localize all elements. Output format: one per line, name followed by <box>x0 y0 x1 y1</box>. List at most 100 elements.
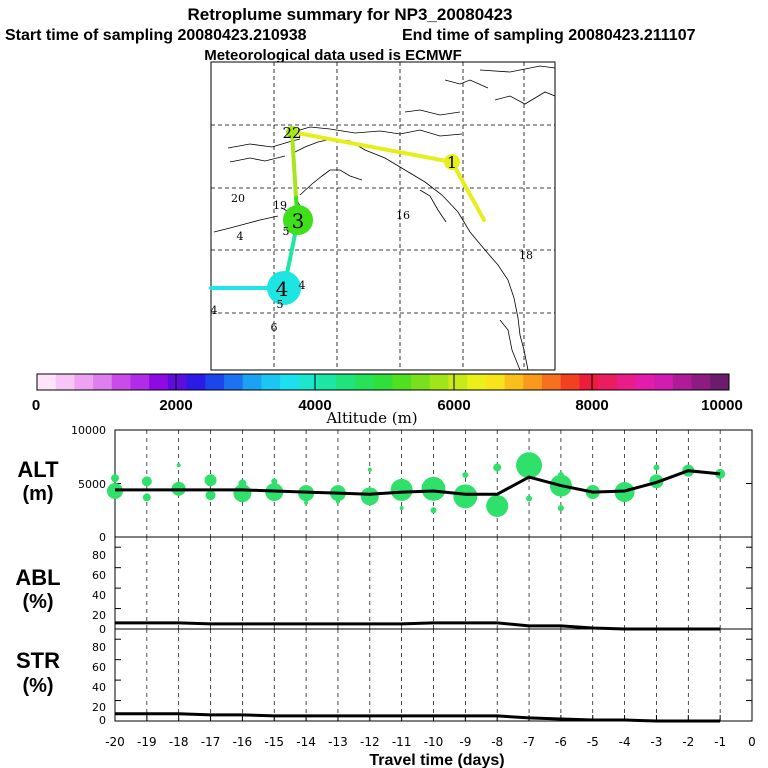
colorbar-tick: 8000 <box>575 397 608 414</box>
alt-plume-bubble <box>715 468 726 479</box>
str-ytick: 20 <box>92 701 106 714</box>
x-tick-label: -2 <box>682 735 694 749</box>
colorbar-tick: 0 <box>32 397 40 414</box>
colorbar-cell <box>579 374 599 390</box>
x-tick-label: -15 <box>264 735 284 749</box>
abl-series-line <box>115 621 721 631</box>
alt-panel-unit: (m) <box>22 483 53 505</box>
alt-plume-bubble <box>493 463 502 472</box>
colorbar-cell <box>317 374 337 390</box>
alt-plume-bubble <box>205 490 216 501</box>
alt-plume-bubble <box>238 479 247 488</box>
colorbar-cell <box>298 374 319 390</box>
colorbar-cell <box>186 374 206 390</box>
track-marker-day1 <box>444 154 460 170</box>
x-tick-label: -5 <box>587 735 599 749</box>
colorbar-unit-label: Altitude (m) <box>325 409 417 427</box>
y-tick-labels: 10000 5000 0 80 60 40 20 0 80 60 40 20 0 <box>71 424 106 727</box>
colorbar-cell <box>710 374 730 390</box>
map-gridlines <box>211 62 555 370</box>
colorbar-cell <box>373 374 393 390</box>
colorbar-cell <box>280 374 300 390</box>
str-panel-label: STR <box>16 648 60 673</box>
abl-ytick: 0 <box>99 623 106 636</box>
colorbar-cell <box>392 374 412 390</box>
x-tick-label: -12 <box>360 735 380 749</box>
colorbar-cell <box>691 374 711 390</box>
x-axis-label: Travel time (days) <box>369 752 504 768</box>
alt-plume-bubble <box>516 452 543 479</box>
map-frame <box>210 61 556 371</box>
alt-plume-bubble <box>430 507 437 514</box>
x-tick-labels: -20 -19 -18 -17 -16 -15 -14 -13 -12 -11 -10 -9 -8 -7-… <box>105 715 756 749</box>
colorbar-cell <box>485 374 506 390</box>
colorbar-cell <box>411 374 431 390</box>
colorbar-cell <box>448 374 468 390</box>
str-series-line <box>115 712 721 723</box>
day-label: 4 <box>276 277 289 301</box>
x-tick-label: -17 <box>201 735 221 749</box>
alt-plume-bubble <box>399 506 404 511</box>
x-tick-label: -13 <box>328 735 348 749</box>
x-tick-label: -8 <box>491 735 503 749</box>
x-tick-label: -4 <box>619 735 631 749</box>
colorbar-cell <box>504 374 524 390</box>
alt-plume-bubble <box>142 493 151 502</box>
colorbar-cell <box>616 374 636 390</box>
day-label: 16 <box>396 209 410 222</box>
x-tick-label: -19 <box>137 735 157 749</box>
colorbar-cell <box>55 374 75 390</box>
str-ytick: 40 <box>92 681 106 694</box>
time-series-plots: -20 -19 -18 -17 -16 -15 -14 -13 -12 -11 -10 -9 -8 -7-… <box>105 429 756 749</box>
chart-title: Retroplume summary for NP3_20080423 <box>187 5 512 24</box>
colorbar-cell <box>130 374 150 390</box>
x-tick-label: -11 <box>392 735 412 749</box>
day-label: 4 <box>211 304 218 317</box>
alt-plume-bubble <box>462 471 469 478</box>
alt-plume-bubble <box>486 494 509 517</box>
x-tick-label: -7 <box>523 735 535 749</box>
x-tick-label: -20 <box>105 735 125 749</box>
str-panel-unit: (%) <box>22 675 53 697</box>
alt-plume-bubble <box>557 471 564 478</box>
day-label: 5 <box>277 298 284 311</box>
abl-panel <box>115 537 752 631</box>
alt-plume-bubble <box>111 474 119 483</box>
colorbar-cell <box>635 374 655 390</box>
altitude-colorbar <box>36 373 730 391</box>
track-marker-day2 <box>286 126 298 138</box>
abl-ytick: 80 <box>92 549 106 562</box>
day-label: 4 <box>299 279 306 292</box>
start-time-label: Start time of sampling 20080423.210938 <box>5 27 307 44</box>
colorbar-cell <box>167 374 188 390</box>
alt-plume-bubble <box>176 463 181 468</box>
day-label: 18 <box>519 249 533 262</box>
abl-panel-unit: (%) <box>22 591 53 613</box>
alt-plume-bubble <box>421 476 446 501</box>
colorbar-cell <box>261 374 281 390</box>
colorbar-cell <box>560 374 580 390</box>
colorbar-tick: 4000 <box>298 397 331 414</box>
colorbar-cell <box>242 374 262 390</box>
x-tick-label: -14 <box>296 735 316 749</box>
colorbar-cell <box>149 374 169 390</box>
alt-ytick: 5000 <box>78 478 106 491</box>
abl-panel-label: ABL <box>15 565 60 590</box>
colorbar-tick: 10000 <box>701 397 743 414</box>
colorbar-cell <box>93 374 113 390</box>
colorbar-cell <box>224 374 244 390</box>
str-ytick: 80 <box>92 641 106 654</box>
day-label: 3 <box>292 209 305 233</box>
colorbar-cell <box>654 374 674 390</box>
alt-series-line <box>115 469 721 496</box>
day-label: 4 <box>237 230 244 243</box>
alt-plume-bubble <box>204 474 217 487</box>
abl-panel-frame <box>114 536 753 630</box>
colorbar-cell <box>336 374 356 390</box>
day-label: 6 <box>271 321 278 334</box>
colorbar-frame <box>36 373 730 391</box>
alt-panel <box>107 429 752 538</box>
alt-plume-bubble <box>304 500 309 505</box>
x-tick-label: -6 <box>555 735 567 749</box>
